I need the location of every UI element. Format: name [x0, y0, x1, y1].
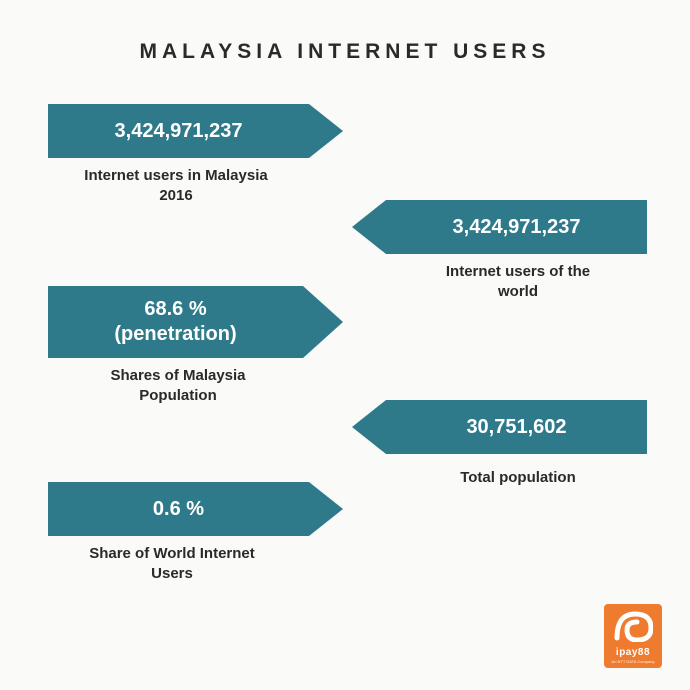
banner-value: 3,424,971,237	[453, 215, 581, 240]
arrow-left-icon	[352, 400, 386, 454]
logo-subtitle: An NTT DATA Company	[612, 659, 655, 664]
arrow-right-icon	[303, 286, 343, 358]
caption-penetration: Shares of Malaysia Population	[88, 366, 268, 407]
page-title: MALAYSIA INTERNET USERS	[0, 0, 690, 82]
banner-value-line2: (penetration)	[114, 322, 236, 347]
banner-value-line1: 68.6 %	[144, 297, 206, 322]
banner-value: 3,424,971,237	[115, 119, 243, 144]
caption-world-share: Share of World Internet Users	[72, 544, 272, 585]
logo-brand-text: ipay88	[616, 647, 650, 658]
caption-internet-users-world: Internet users of the world	[428, 262, 608, 303]
arrow-right-icon	[309, 104, 343, 158]
banner-internet-users-malaysia: 3,424,971,237	[48, 104, 343, 158]
caption-total-population: Total population	[428, 468, 608, 488]
logo-swirl-icon	[613, 608, 653, 642]
caption-internet-users-malaysia: Internet users in Malaysia 2016	[76, 166, 276, 207]
ipay88-logo: ipay88 An NTT DATA Company	[604, 604, 662, 668]
arrow-right-icon	[309, 482, 343, 536]
arrow-left-icon	[352, 200, 386, 254]
banner-value: 30,751,602	[466, 415, 566, 440]
banner-value: 0.6 %	[153, 497, 204, 522]
banner-world-share: 0.6 %	[48, 482, 343, 536]
banner-penetration: 68.6 % (penetration)	[48, 286, 343, 358]
banner-total-population: 30,751,602	[352, 400, 647, 454]
banner-internet-users-world: 3,424,971,237	[352, 200, 647, 254]
